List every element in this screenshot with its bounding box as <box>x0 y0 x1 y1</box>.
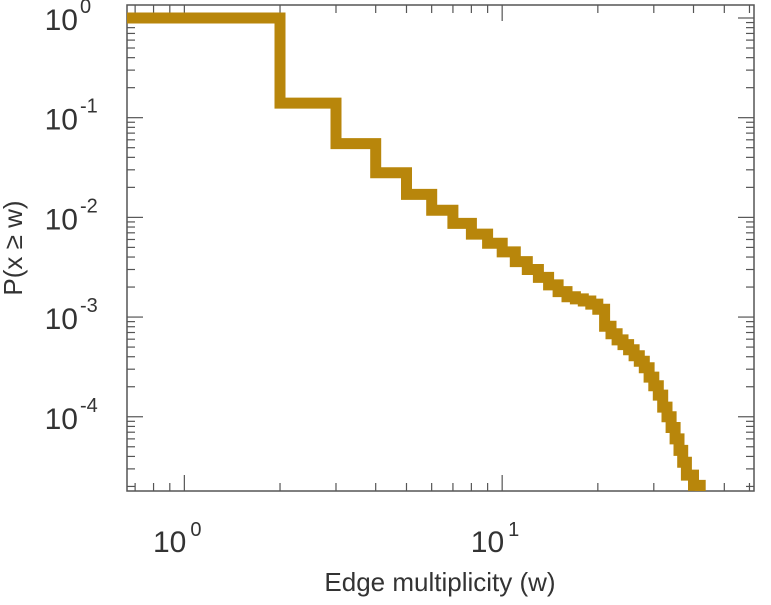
y-tick-exponent: -2 <box>80 195 98 217</box>
y-tick-exponent: 0 <box>80 0 91 18</box>
axis-ticks <box>127 5 754 491</box>
x-tick-exponent: 0 <box>190 519 201 541</box>
y-tick-exponent: -1 <box>80 96 98 118</box>
y-tick-exponent: -3 <box>80 295 98 317</box>
y-tick-exponent: -4 <box>80 395 98 417</box>
plot-frame <box>126 4 755 492</box>
x-tick-label: 10 <box>153 526 186 559</box>
y-tick-label: 10 <box>45 203 78 236</box>
y-tick-label: 10 <box>45 403 78 436</box>
y-tick-label: 10 <box>45 4 78 37</box>
series-layer <box>127 12 706 491</box>
x-axis-label: Edge multiplicity (w) <box>324 567 555 597</box>
x-tick-label: 10 <box>471 526 504 559</box>
y-tick-label: 10 <box>45 303 78 336</box>
series-0-step-line <box>127 12 706 491</box>
x-tick-exponent: 1 <box>508 519 519 541</box>
y-tick-label: 10 <box>45 104 78 137</box>
y-axis-label: P(x ≥ w) <box>0 200 28 295</box>
